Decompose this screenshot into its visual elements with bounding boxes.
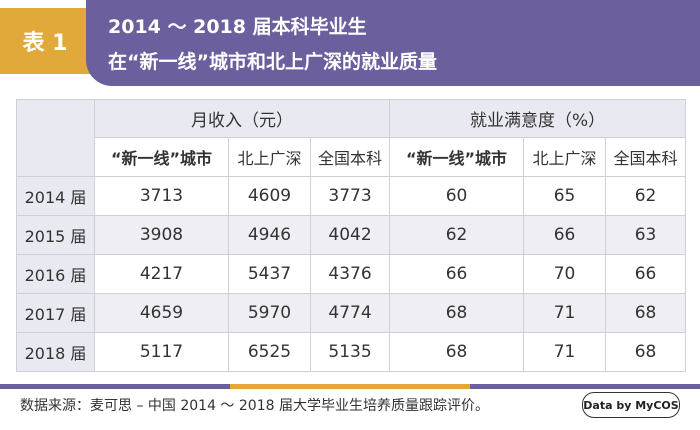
corner-cell bbox=[16, 99, 95, 177]
table-cell: 4946 bbox=[228, 215, 311, 255]
column-header: “新一线”城市 bbox=[389, 137, 525, 177]
column-header: 北上广深 bbox=[523, 137, 607, 177]
table-cell: 3773 bbox=[309, 176, 391, 216]
table-cell: 5437 bbox=[228, 254, 311, 294]
table-cell: 4659 bbox=[94, 293, 229, 333]
table-cell: 63 bbox=[605, 215, 687, 255]
table-cell: 3713 bbox=[94, 176, 229, 216]
table-cell: 3908 bbox=[94, 215, 229, 255]
column-header: 全国本科 bbox=[605, 137, 687, 177]
column-header: 北上广深 bbox=[228, 137, 311, 177]
table-cell: 71 bbox=[523, 332, 607, 372]
row-label: 2017 届 bbox=[16, 293, 95, 333]
table-row: 2018 届 5117 6525 5135 68 71 68 bbox=[16, 332, 687, 372]
table-cell: 68 bbox=[389, 293, 525, 333]
table-cell: 68 bbox=[605, 293, 687, 333]
table-cell: 4774 bbox=[309, 293, 391, 333]
table-cell: 68 bbox=[389, 332, 525, 372]
group-header-satisfaction: 就业满意度（%） bbox=[389, 99, 687, 138]
row-label: 2018 届 bbox=[16, 332, 95, 372]
header: 表 1 2014 ～ 2018 届本科毕业生 在“新一线”城市和北上广深的就业质… bbox=[0, 0, 700, 90]
table-number-tag: 表 1 bbox=[0, 8, 90, 74]
table-cell: 62 bbox=[389, 215, 525, 255]
data-source-note: 数据来源：麦可思 – 中国 2014 ～ 2018 届大学毕业生培养质量跟踪评价… bbox=[20, 398, 489, 414]
table-cell: 62 bbox=[605, 176, 687, 216]
table-row: 2015 届 3908 4946 4042 62 66 63 bbox=[16, 215, 687, 255]
divider-segment bbox=[230, 384, 470, 389]
row-label: 2014 届 bbox=[16, 176, 95, 216]
column-header: “新一线”城市 bbox=[94, 137, 229, 177]
column-header: 全国本科 bbox=[309, 137, 391, 177]
divider-segment bbox=[470, 384, 700, 389]
row-label: 2016 届 bbox=[16, 254, 95, 294]
table-cell: 66 bbox=[605, 254, 687, 294]
table-cell: 6525 bbox=[228, 332, 311, 372]
divider-segment bbox=[0, 384, 230, 389]
table-cell: 66 bbox=[389, 254, 525, 294]
table-cell: 5135 bbox=[309, 332, 391, 372]
table-row: 2016 届 4217 5437 4376 66 70 66 bbox=[16, 254, 687, 294]
table-cell: 66 bbox=[523, 215, 607, 255]
table-cell: 65 bbox=[523, 176, 607, 216]
table-cell: 4042 bbox=[309, 215, 391, 255]
table-cell: 70 bbox=[523, 254, 607, 294]
title-line-1: 2014 ～ 2018 届本科毕业生 bbox=[108, 16, 367, 38]
table-cell: 5970 bbox=[228, 293, 311, 333]
row-label: 2015 届 bbox=[16, 215, 95, 255]
title-band: 2014 ～ 2018 届本科毕业生 在“新一线”城市和北上广深的就业质量 bbox=[86, 0, 700, 86]
table-cell: 4609 bbox=[228, 176, 311, 216]
employment-quality-table: 月收入（元） 就业满意度（%） “新一线”城市 北上广深 全国本科 “新一线”城… bbox=[16, 99, 687, 372]
table-row: 2017 届 4659 5970 4774 68 71 68 bbox=[16, 293, 687, 333]
table-cell: 4217 bbox=[94, 254, 229, 294]
group-header-income: 月收入（元） bbox=[93, 99, 391, 138]
table-cell: 68 bbox=[605, 332, 687, 372]
table-cell: 60 bbox=[389, 176, 525, 216]
mycos-logo: Data by MyCOS bbox=[582, 392, 680, 418]
table-row: 2014 届 3713 4609 3773 60 65 62 bbox=[16, 176, 687, 216]
footer-divider bbox=[0, 384, 700, 389]
title-line-2: 在“新一线”城市和北上广深的就业质量 bbox=[108, 51, 437, 73]
table-cell: 71 bbox=[523, 293, 607, 333]
table-cell: 5117 bbox=[94, 332, 229, 372]
table-cell: 4376 bbox=[309, 254, 391, 294]
